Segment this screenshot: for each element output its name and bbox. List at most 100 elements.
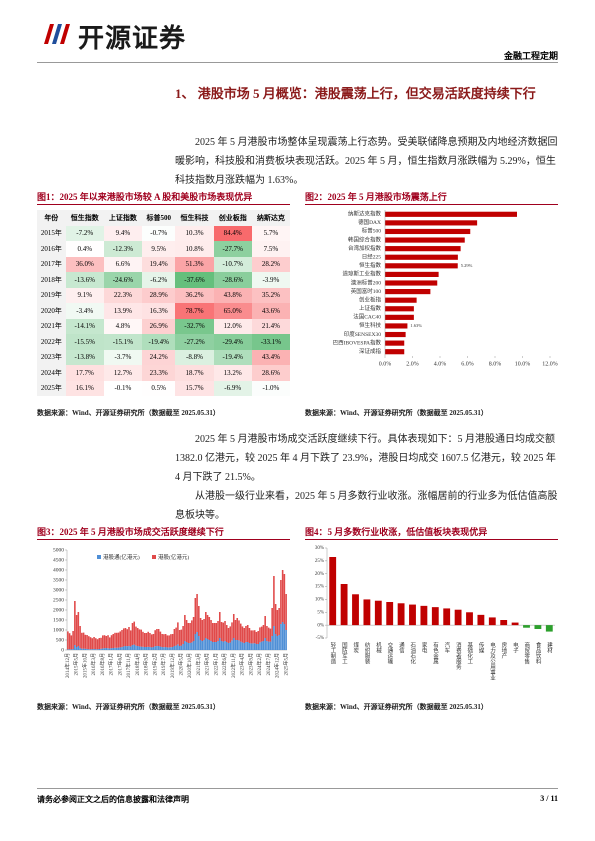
bar-segment	[269, 641, 272, 650]
bar-segment	[187, 623, 190, 643]
bar-segment	[262, 641, 265, 650]
table-cell: 2024年	[37, 365, 66, 381]
bar-segment	[210, 641, 212, 650]
bar-segment	[248, 643, 251, 650]
bar-segment	[98, 638, 101, 649]
header-tag: 金融工程定期	[503, 51, 558, 61]
bar-segment	[285, 630, 287, 650]
y-tick-label: 5000	[53, 547, 64, 553]
bar-segment	[82, 648, 85, 650]
table-cell: 28.6%	[251, 365, 290, 381]
bar	[385, 331, 406, 338]
bar	[385, 289, 431, 295]
bar-segment	[212, 642, 214, 650]
x-tick-label: 2022年6月	[221, 653, 228, 676]
bar-segment	[126, 629, 129, 647]
bar-segment	[173, 646, 176, 650]
bar-segment	[159, 631, 162, 647]
x-tick-label: 6.0%	[461, 361, 474, 367]
table-row: 2020年 -3.4% 13.9% 16.3% 78.7% 65.0% 43.6%	[37, 303, 290, 319]
x-tick-label: 0.0%	[379, 361, 392, 367]
bar-segment	[121, 647, 123, 650]
bar-segment	[149, 647, 151, 650]
table-cell: -15.5%	[65, 334, 104, 350]
figure-source: 数据来源：Wind、开源证券研究所（数据截至 2025.05.31）	[37, 409, 220, 417]
bar-segment	[253, 630, 256, 644]
table-row: 2023年 -13.8% -3.7% 24.2% -8.8% -19.4% 43.4%	[37, 349, 290, 365]
bar-segment	[163, 647, 165, 650]
bar-segment	[89, 637, 92, 650]
x-tick-label: 2017年1月	[108, 653, 115, 676]
x-tick-label: 2023年9月	[247, 653, 254, 676]
bar-segment	[75, 647, 78, 650]
table-cell: -15.1%	[103, 334, 143, 350]
table-cell: 2018年	[37, 272, 66, 288]
bar-segment	[210, 620, 212, 641]
x-tick-label: 2019年12月	[169, 653, 176, 678]
bar	[420, 605, 428, 626]
bar-segment	[98, 649, 101, 650]
x-tick-label: 纺织服装	[364, 641, 371, 666]
y-tick-label: 创业板指	[359, 295, 382, 303]
table-cell: -24.6%	[103, 272, 143, 288]
table-cell: 26.9%	[142, 318, 176, 334]
bar-segment	[143, 633, 146, 647]
bar-segment	[152, 634, 155, 647]
bar-segment	[150, 634, 153, 648]
bar-segment	[157, 646, 160, 650]
bar-segment	[77, 612, 80, 646]
y-tick-label: 0%	[317, 623, 324, 628]
bar-segment	[227, 628, 230, 643]
x-tick-label: 轻工制造	[329, 641, 336, 666]
x-tick-label: 电子	[512, 641, 519, 654]
bar-segment	[121, 630, 123, 647]
bar-segment	[81, 632, 83, 649]
bar	[385, 220, 478, 226]
bar-segment	[145, 647, 148, 650]
y-tick-label: 德国DAX	[358, 218, 381, 226]
bar-segment	[194, 634, 197, 650]
bar-segment	[222, 641, 225, 650]
bar	[397, 603, 405, 626]
bar-segment	[201, 620, 204, 641]
table-cell: -0.1%	[103, 380, 143, 396]
bar-segment	[171, 634, 174, 647]
bar-segment	[253, 643, 256, 650]
y-tick-label: 2500	[53, 597, 64, 603]
bar-segment	[88, 649, 90, 650]
bar	[545, 625, 553, 632]
bar-segment	[74, 645, 76, 650]
table-cell: 24.2%	[142, 349, 176, 365]
paragraph: 2025 年 5 月港股市场整体呈现震荡上行态势。受美联储降息预期及内地经济数据…	[175, 137, 558, 186]
bar-segment	[201, 641, 204, 650]
y-tick-label: 英国富时100	[351, 287, 382, 295]
x-tick-label: 2018年9月	[143, 653, 150, 676]
table-cell: 28.9%	[142, 287, 176, 303]
bar-segment	[168, 635, 170, 648]
bar	[385, 254, 458, 260]
y-tick-label: 台湾加权指数	[348, 244, 382, 252]
bar-segment	[105, 636, 108, 648]
bar	[443, 608, 451, 626]
bar-segment	[257, 631, 259, 644]
table-cell: 10.3%	[175, 225, 214, 241]
bar-segment	[143, 647, 146, 650]
bar-segment	[236, 618, 239, 640]
bar-segment	[196, 632, 198, 650]
table-header-cell: 恒生指数	[65, 210, 104, 226]
x-tick-label: 煤炭	[352, 641, 359, 655]
table-cell: -7.2%	[65, 225, 104, 241]
bar-segment	[224, 621, 226, 641]
bar	[511, 622, 519, 626]
figure-title: 图1：2025 年以来港股市场较 A 股和美股市场表现优异	[37, 190, 290, 205]
bar-segment	[245, 642, 247, 650]
legend-swatch	[152, 555, 156, 559]
table-cell: 18.7%	[175, 365, 214, 381]
figure-title: 图3：2025 年 5 月港股市场成交活跃度继续下行	[37, 525, 290, 540]
bar-segment	[79, 648, 81, 650]
bar-segment	[234, 640, 237, 650]
bar-segment	[205, 612, 207, 638]
bar-segment	[205, 638, 207, 650]
x-tick-label: 2015年5月	[73, 653, 80, 676]
table-cell: -6.2%	[142, 272, 176, 288]
